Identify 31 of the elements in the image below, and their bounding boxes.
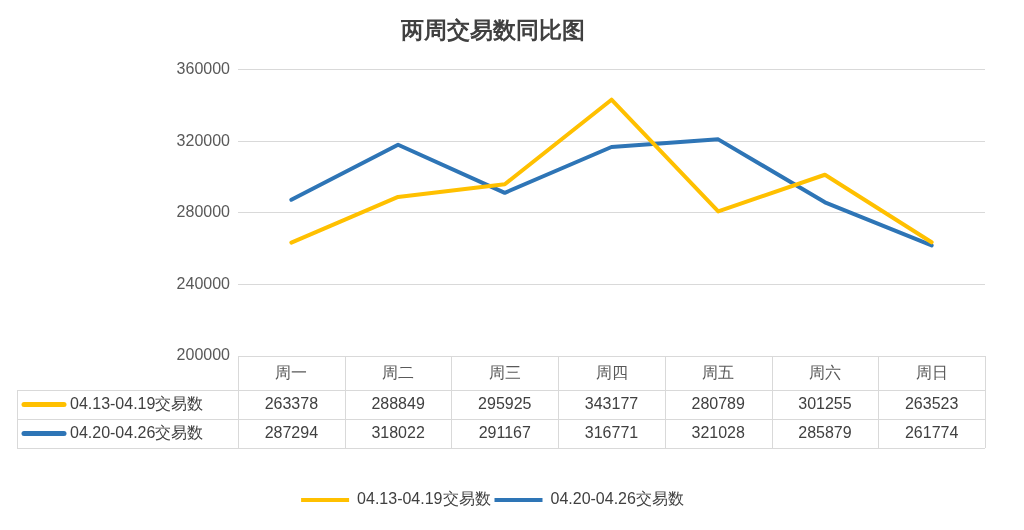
chart-title: 两周交易数同比图 bbox=[399, 17, 585, 44]
x-tick-label: 周六 bbox=[808, 364, 841, 382]
data-label: 263378 bbox=[264, 394, 319, 412]
y-tick-label: 320000 bbox=[176, 131, 231, 149]
legend-label: 04.20-04.26交易数 bbox=[70, 423, 204, 441]
data-label: 295925 bbox=[478, 394, 532, 412]
data-label: 263523 bbox=[904, 394, 959, 412]
y-tick-label: 360000 bbox=[176, 60, 231, 78]
data-label: 291167 bbox=[478, 423, 531, 441]
y-tick-label: 280000 bbox=[176, 203, 231, 221]
x-tick-label: 周四 bbox=[595, 364, 628, 382]
data-label: 285879 bbox=[798, 423, 852, 441]
text: 04.13-04.19交易数 bbox=[357, 490, 491, 508]
data-label: 288849 bbox=[371, 394, 425, 412]
y-tick-label: 200000 bbox=[176, 346, 231, 364]
data-label: 321028 bbox=[691, 423, 746, 441]
data-label: 301255 bbox=[798, 394, 852, 412]
data-label: 287294 bbox=[264, 423, 319, 441]
data-label: 316771 bbox=[584, 423, 639, 441]
x-tick-label: 周三 bbox=[488, 364, 521, 382]
x-tick-label: 周五 bbox=[702, 364, 735, 382]
x-tick-label: 周一 bbox=[275, 364, 308, 382]
data-label: 318022 bbox=[371, 423, 425, 441]
data-label: 261774 bbox=[904, 423, 959, 441]
y-tick-label: 240000 bbox=[176, 274, 231, 292]
legend-label: 04.13-04.19交易数 bbox=[70, 394, 204, 412]
x-tick-label: 周二 bbox=[382, 364, 415, 382]
data-label: 343177 bbox=[584, 394, 639, 412]
data-label: 280789 bbox=[691, 394, 746, 412]
text: 04.20-04.26交易数 bbox=[550, 490, 684, 508]
x-tick-label: 周日 bbox=[915, 364, 948, 382]
